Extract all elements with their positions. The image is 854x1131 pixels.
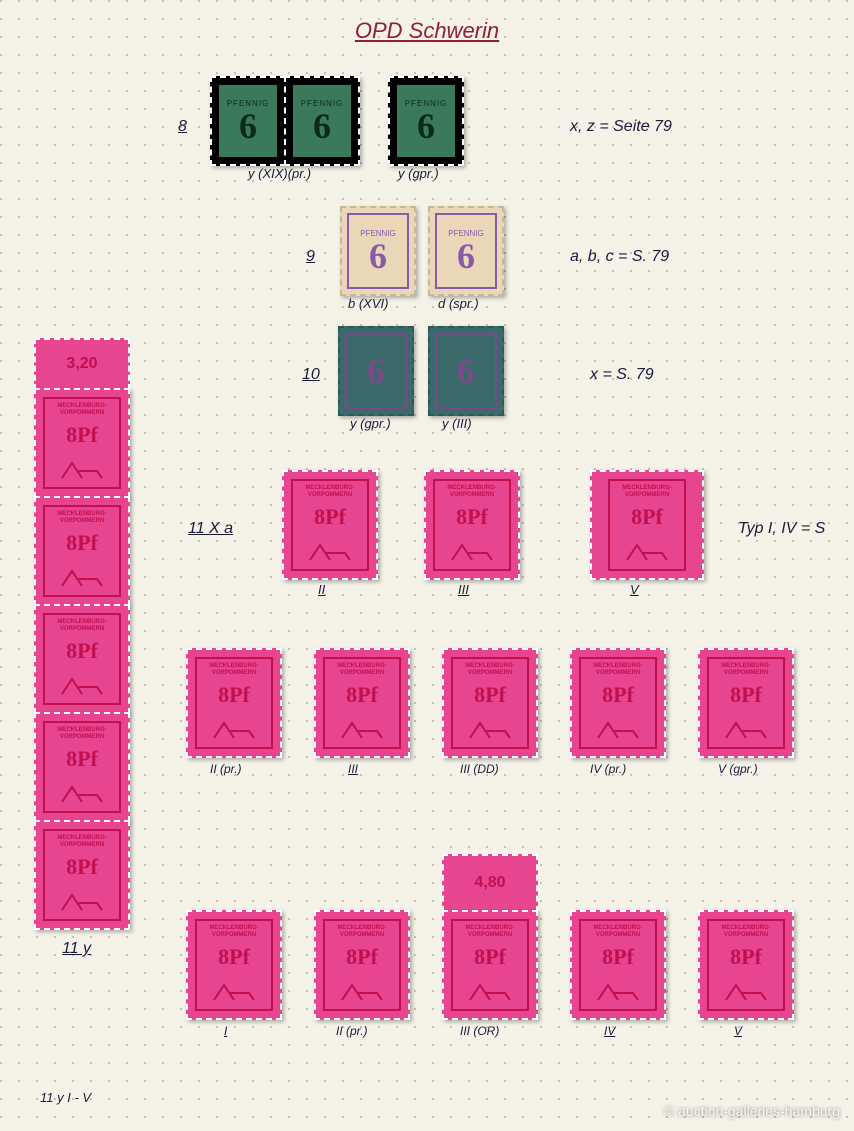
caption-10a: y (gpr.) <box>350 416 391 431</box>
stamp-6pf-green-single: PFENNIG 6 <box>388 76 464 166</box>
stamp-11xa-3: MECKLENBURG- VORPOMMERN8Pf <box>590 470 704 580</box>
stamp-r3-1: MECKLENBURG- VORPOMMERN8Pf <box>186 910 282 1020</box>
row-label-9: 9 <box>306 248 315 266</box>
caption-8a: y (XIX)(pr.) <box>248 166 311 181</box>
stamp-inner: PFENNIG 6 <box>293 85 351 157</box>
row-label-10: 10 <box>302 366 320 384</box>
cap-r3-3: III (OR) <box>460 1024 499 1038</box>
stamp-r2-2: MECKLENBURG- VORPOMMERN8Pf <box>314 648 410 758</box>
cap-r2-3: III (DD) <box>460 762 499 776</box>
cap-r3-2: II (pr.) <box>336 1024 368 1038</box>
cap-r3-5: V <box>734 1024 742 1038</box>
stamp-inner: 6 <box>345 333 407 409</box>
stamp-r2-1: MECKLENBURG- VORPOMMERN8Pf <box>186 648 282 758</box>
stamp-6pf-teal-b: 6 <box>428 326 504 416</box>
note-9: a, b, c = S. 79 <box>570 248 669 266</box>
denom-6: 6 <box>239 108 257 144</box>
caption-8b: y (gpr.) <box>398 166 439 181</box>
stamp-r2-3: MECKLENBURG- VORPOMMERN8Pf <box>442 648 538 758</box>
caption-9b: d (spr.) <box>438 296 479 311</box>
caption-9a: b (XVI) <box>348 296 388 311</box>
stamp-r2-5: MECKLENBURG- VORPOMMERN8Pf <box>698 648 794 758</box>
row-label-11xa: 11 X a <box>188 520 233 538</box>
cap-11-1c: V <box>630 582 639 597</box>
cap-r2-4: IV (pr.) <box>590 762 626 776</box>
stamp-6pf-green-pair-a: PFENNIG 6 <box>210 76 286 166</box>
strip-stamp-5: MECKLENBURG- VORPOMMERN8Pf <box>34 820 130 930</box>
stamp-inner: PFENNIG 6 <box>219 85 277 157</box>
page-title: OPD Schwerin <box>355 18 499 44</box>
stamp-r3-5: MECKLENBURG- VORPOMMERN8Pf <box>698 910 794 1020</box>
row-label-8: 8 <box>178 118 187 136</box>
stamp-6pf-purple-b: PFENNIG 6 <box>428 206 504 296</box>
strip-stamp-4: MECKLENBURG- VORPOMMERN8Pf <box>34 712 130 822</box>
cap-r3-1: I <box>224 1024 227 1038</box>
strip-stamp-1: MECKLENBURG- VORPOMMERN8Pf <box>34 388 130 498</box>
stamp-inner: PFENNIG 6 <box>397 85 455 157</box>
cap-r2-2: III <box>348 762 358 776</box>
strip-stamp-3: MECKLENBURG- VORPOMMERN8Pf <box>34 604 130 714</box>
margin-value-mid: 4,80 <box>474 874 505 892</box>
cap-11-1a: II <box>318 582 325 597</box>
stamp-inner: PFENNIG 6 <box>435 213 497 289</box>
stamp-6pf-teal-a: 6 <box>338 326 414 416</box>
stamp-6pf-green-pair-b: PFENNIG 6 <box>284 76 360 166</box>
watermark: © auction-galleries-hamburg <box>664 1103 840 1119</box>
stamp-11xa-2: MECKLENBURG- VORPOMMERN8Pf <box>424 470 520 580</box>
stamp-inner: 6 <box>435 333 497 409</box>
row-label-11y: 11 y <box>62 940 91 958</box>
margin-tab-mid: 4,80 <box>442 854 538 912</box>
stamp-11xa-1: MECKLENBURG- VORPOMMERN8Pf <box>282 470 378 580</box>
cap-r2-1: II (pr.) <box>210 762 242 776</box>
note-10: x = S. 79 <box>590 366 654 384</box>
album-page: OPD Schwerin 8 PFENNIG 6 PFENNIG 6 PFENN… <box>0 0 854 1131</box>
caption-10b: y (III) <box>442 416 472 431</box>
stamp-inner: PFENNIG 6 <box>347 213 409 289</box>
stamp-r3-2: MECKLENBURG- VORPOMMERN8Pf <box>314 910 410 1020</box>
margin-tab-top: 3,20 <box>34 338 130 390</box>
plow-icon <box>57 453 107 483</box>
bottom-note: 11 y I - V <box>40 1090 91 1105</box>
note-11: Typ I, IV = S <box>738 520 825 538</box>
margin-value-top: 3,20 <box>66 355 97 373</box>
cap-11-1b: III <box>458 582 469 597</box>
strip-stamp-2: MECKLENBURG- VORPOMMERN8Pf <box>34 496 130 606</box>
stamp-6pf-purple-a: PFENNIG 6 <box>340 206 416 296</box>
note-8: x, z = Seite 79 <box>570 118 672 136</box>
stamp-r3-4: MECKLENBURG- VORPOMMERN8Pf <box>570 910 666 1020</box>
stamp-r3-3: MECKLENBURG- VORPOMMERN8Pf <box>442 910 538 1020</box>
cap-r3-4: IV <box>604 1024 615 1038</box>
cap-r2-5: V (gpr.) <box>718 762 758 776</box>
stamp-r2-4: MECKLENBURG- VORPOMMERN8Pf <box>570 648 666 758</box>
